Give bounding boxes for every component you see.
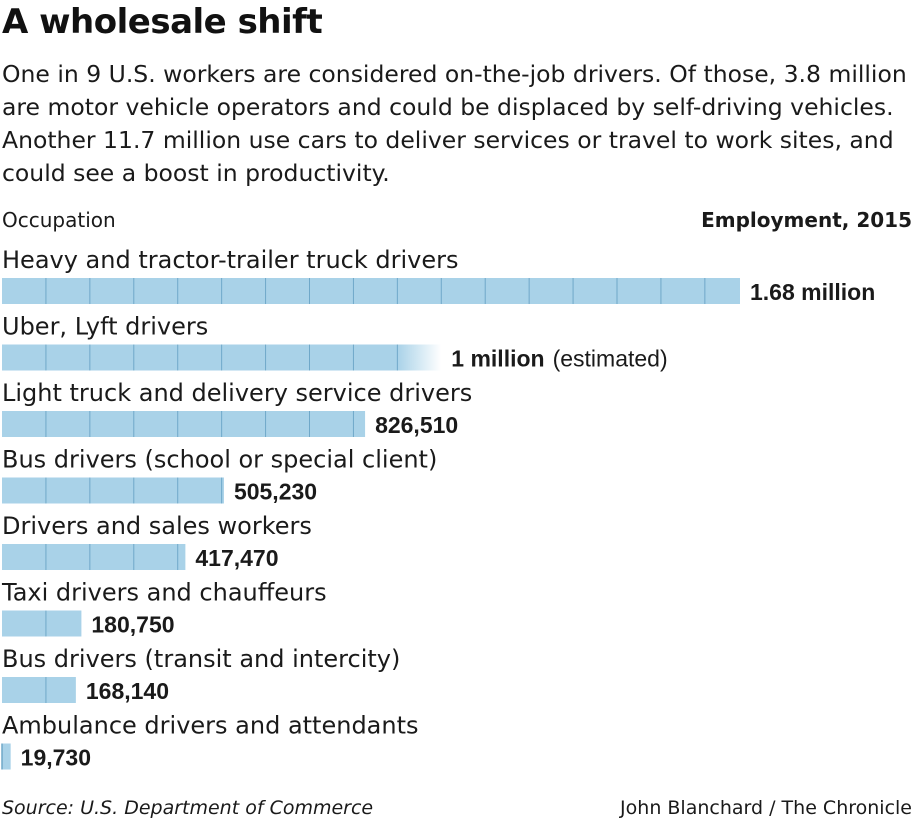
value-label: 1 million (451, 346, 544, 372)
value-label: 1.68 million (750, 279, 875, 305)
bar-row: Drivers and sales workers 417,470 (2, 512, 312, 571)
chart-subtitle: One in 9 U.S. workers are considered on-… (2, 60, 907, 187)
bar-row: Light truck and delivery service drivers… (2, 379, 472, 438)
value-label: 826,510 (375, 412, 458, 438)
bar-row: Heavy and tractor-trailer truck drivers 1… (2, 246, 875, 305)
bar-row: Ambulance drivers and attendants 19,730 (1, 712, 419, 771)
value-label: 417,470 (195, 545, 278, 571)
category-label: Heavy and tractor-trailer truck drivers (2, 246, 459, 274)
value-label: 19,730 (21, 745, 91, 771)
bar-row: Bus drivers (school or special client) 50… (2, 446, 437, 505)
bar-chart: Heavy and tractor-trailer truck drivers 1… (1, 246, 875, 771)
bar (2, 677, 76, 703)
category-label: Light truck and delivery service drivers (2, 379, 472, 407)
bar-row: Taxi drivers and chauffeurs 180,750 (1, 579, 327, 638)
credit-note: John Blanchard / The Chronicle (620, 797, 912, 819)
chart-title: A wholesale shift (2, 2, 323, 42)
bar (2, 344, 398, 371)
column-header-employment: Employment, 2015 (701, 208, 912, 232)
category-label: Bus drivers (school or special client) (2, 446, 437, 474)
value-label: 168,140 (86, 678, 169, 704)
category-label: Ambulance drivers and attendants (2, 712, 419, 740)
value-label: 180,750 (91, 612, 174, 638)
source-note: Source: U.S. Department of Commerce (2, 797, 374, 819)
bar-row: Uber, Lyft drivers 1 million (estimated) (2, 313, 668, 372)
bar (2, 477, 224, 504)
value-note: (estimated) (553, 346, 668, 372)
bar (2, 610, 82, 637)
bar (2, 278, 740, 304)
category-label: Drivers and sales workers (2, 512, 312, 540)
category-label: Taxi drivers and chauffeurs (1, 579, 327, 607)
bar (2, 544, 186, 570)
category-label: Bus drivers (transit and intercity) (2, 645, 400, 673)
value-label: 505,230 (234, 479, 317, 505)
bar-row: Bus drivers (transit and intercity) 168,1… (2, 645, 400, 704)
bar (2, 411, 366, 437)
column-header-occupation: Occupation (2, 208, 116, 232)
bar (2, 743, 11, 770)
category-label: Uber, Lyft drivers (2, 313, 208, 341)
bar-fade (397, 344, 442, 371)
